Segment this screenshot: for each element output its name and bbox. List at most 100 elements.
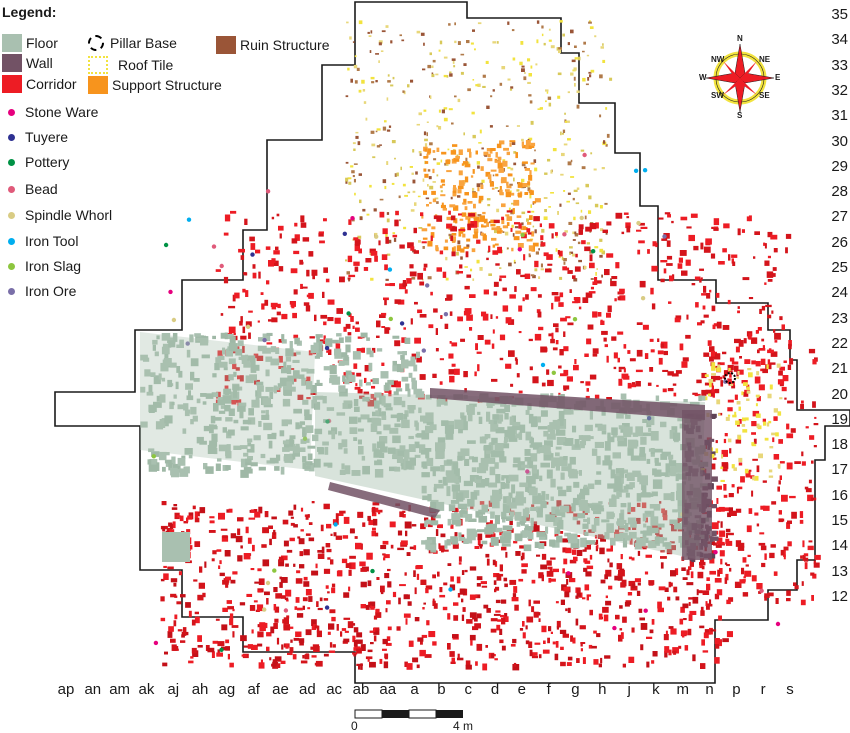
support-structure-fragment <box>472 234 478 239</box>
floor-tile <box>270 360 280 366</box>
corridor-fragment <box>287 652 292 655</box>
support-structure-fragment <box>440 179 445 183</box>
corridor-fragment <box>466 314 473 321</box>
corridor-fragment <box>257 320 260 323</box>
floor-tile <box>296 351 301 355</box>
corridor-fragment <box>423 602 426 605</box>
corridor-fragment <box>295 578 303 584</box>
corridor-fragment <box>606 355 609 363</box>
corridor-fragment <box>450 215 456 221</box>
roof-ruin-fragment <box>436 201 439 204</box>
roof-ruin-fragment <box>573 67 577 71</box>
corridor-fragment <box>637 550 641 556</box>
roof-ruin-fragment <box>527 81 531 84</box>
corridor-fragment <box>270 626 275 634</box>
corridor-fragment <box>502 287 507 292</box>
floor-tile <box>301 368 309 372</box>
floor-tile <box>642 485 647 493</box>
floor-tile <box>654 536 660 545</box>
column-label-a: a <box>410 681 419 698</box>
floor-tile <box>393 391 399 396</box>
roof-ruin-fragment <box>396 172 399 177</box>
floor-tile <box>559 456 568 466</box>
roof-ruin-fragment <box>521 222 524 226</box>
roof-ruin-fragment <box>450 196 453 200</box>
roof-ruin-fragment <box>381 30 386 33</box>
corridor-fragment <box>701 389 707 396</box>
roof-ruin-fragment <box>439 40 443 45</box>
corridor-fragment <box>553 323 559 327</box>
corridor-fragment <box>266 632 272 637</box>
corridor-fragment <box>275 593 283 599</box>
corridor-fragment <box>295 631 302 637</box>
corridor-fragment <box>728 507 733 515</box>
floor-tile <box>453 468 460 477</box>
floor-tile <box>610 537 616 546</box>
corridor-fragment <box>251 629 254 634</box>
floor-tile <box>148 464 157 472</box>
corridor-fragment <box>680 216 688 221</box>
corridor-fragment <box>573 364 579 371</box>
roof-ruin-fragment <box>526 185 530 188</box>
corridor-fragment <box>764 282 767 285</box>
floor-tile <box>472 456 478 463</box>
roof-ruin-fragment <box>435 73 439 76</box>
corridor-fragment <box>662 515 668 521</box>
corridor-fragment <box>299 551 304 557</box>
corridor-fragment <box>168 522 173 527</box>
corridor-fragment <box>624 601 630 607</box>
corridor-fragment <box>189 545 193 550</box>
floor-tile <box>285 356 292 362</box>
support-structure-fragment <box>509 142 512 147</box>
roof-ruin-fragment <box>375 53 379 55</box>
corridor-fragment <box>194 541 201 547</box>
corridor-fragment <box>442 606 448 611</box>
corridor-fragment <box>710 629 717 632</box>
corridor-fragment <box>663 350 668 356</box>
corridor-fragment <box>701 293 707 296</box>
roof-ruin-fragment <box>508 262 512 267</box>
floor-tile <box>540 462 550 468</box>
floor-tile <box>468 516 472 520</box>
corridor-fragment <box>317 553 325 559</box>
roof-ruin-fragment <box>580 209 583 213</box>
roof-ruin-fragment <box>572 239 576 241</box>
roof-ruin-fragment <box>479 267 483 271</box>
corridor-fragment <box>483 289 489 295</box>
corridor-fragment <box>375 532 379 537</box>
corridor-fragment <box>786 423 790 430</box>
corridor-fragment <box>660 278 665 283</box>
corridor-fragment <box>685 259 691 266</box>
corridor-fragment <box>221 646 228 651</box>
roof-ruin-fragment <box>582 50 585 53</box>
floor-tile <box>228 374 234 381</box>
corridor-fragment <box>506 528 514 533</box>
corridor-fragment <box>660 343 665 348</box>
support-structure-fragment <box>497 227 502 234</box>
corridor-fragment <box>477 335 484 340</box>
roof-tile-fragment <box>748 372 753 378</box>
floor-tile <box>594 479 602 485</box>
corridor-fragment <box>483 604 489 609</box>
corridor-fragment <box>245 526 249 534</box>
floor-tile <box>591 524 597 532</box>
corridor-fragment <box>759 532 765 535</box>
corridor-fragment <box>459 264 463 269</box>
corridor-fragment <box>475 594 481 599</box>
corridor-fragment <box>748 333 752 340</box>
corridor-fragment <box>486 558 490 566</box>
floor-tile <box>238 356 245 360</box>
corridor-fragment <box>493 291 498 296</box>
floor-tile <box>584 424 593 432</box>
corridor-fragment <box>725 528 731 533</box>
floor-tile <box>514 533 523 541</box>
floor-tile <box>211 392 219 398</box>
roof-ruin-fragment <box>530 65 533 69</box>
corridor-fragment <box>760 505 766 510</box>
support-structure-fragment <box>425 161 429 164</box>
floor-tile <box>374 392 382 398</box>
roof-ruin-fragment <box>385 25 389 28</box>
corridor-fragment <box>296 570 301 574</box>
floor-tile <box>178 370 183 378</box>
